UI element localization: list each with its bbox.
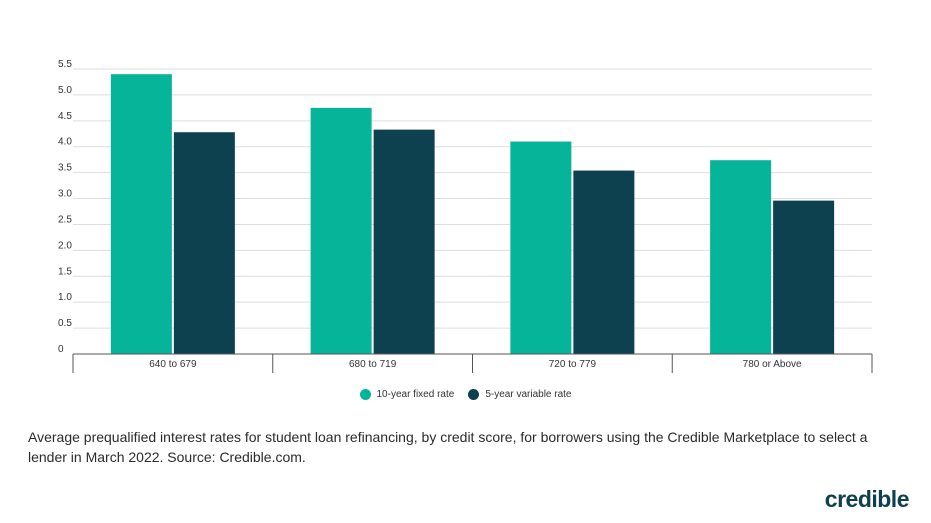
legend-label-variable: 5-year variable rate bbox=[485, 389, 572, 400]
bar-fixed bbox=[310, 107, 372, 354]
y-tick-label: 0 bbox=[58, 344, 64, 355]
legend-label-fixed: 10-year fixed rate bbox=[376, 389, 455, 400]
legend-item-fixed: 10-year fixed rate bbox=[359, 389, 455, 400]
y-tick-label: 4.0 bbox=[58, 137, 72, 148]
bars bbox=[110, 74, 835, 354]
x-tick-label: 720 to 779 bbox=[549, 359, 597, 370]
y-tick-label: 4.5 bbox=[58, 111, 72, 122]
bar-chart: 0 0.5 1.0 1.5 2.0 2.5 3.0 3.5 4.0 4.5 5.0 5.5 640 t… bbox=[58, 59, 873, 373]
y-tick-label: 0.5 bbox=[58, 318, 72, 329]
y-tick-label: 2.5 bbox=[58, 214, 72, 225]
y-tick-label: 5.0 bbox=[58, 85, 72, 96]
y-tick-label: 3.5 bbox=[58, 163, 72, 174]
y-tick-label: 3.0 bbox=[58, 189, 72, 200]
bar-variable bbox=[173, 132, 235, 354]
x-tick-label: 680 to 719 bbox=[349, 359, 397, 370]
bar-variable bbox=[373, 129, 435, 354]
bar-fixed bbox=[710, 160, 772, 354]
x-tick-label: 640 to 679 bbox=[149, 359, 197, 370]
legend-swatch-fixed bbox=[359, 389, 371, 400]
legend-item-variable: 5-year variable rate bbox=[468, 389, 571, 400]
credible-logo: credible bbox=[824, 486, 910, 512]
x-tick-label: 780 or Above bbox=[743, 359, 802, 370]
chart-caption: Average prequalified interest rates for … bbox=[28, 429, 868, 465]
bar-fixed bbox=[110, 74, 172, 354]
bar-fixed bbox=[510, 141, 572, 354]
y-tick-label: 2.0 bbox=[58, 240, 72, 251]
x-axis: 640 to 679 680 to 719 720 to 779 780 or Abo… bbox=[72, 353, 873, 373]
bar-variable bbox=[773, 200, 835, 354]
y-tick-label: 5.5 bbox=[58, 59, 72, 70]
bar-variable bbox=[573, 170, 635, 354]
legend: 10-year fixed rate 5-year variable rate bbox=[0, 389, 931, 400]
legend-swatch-variable bbox=[468, 389, 480, 400]
y-tick-label: 1.0 bbox=[58, 292, 72, 303]
y-tick-label: 1.5 bbox=[58, 266, 72, 277]
y-axis: 0 0.5 1.0 1.5 2.0 2.5 3.0 3.5 4.0 4.5 5.0 5.5 bbox=[58, 59, 72, 355]
